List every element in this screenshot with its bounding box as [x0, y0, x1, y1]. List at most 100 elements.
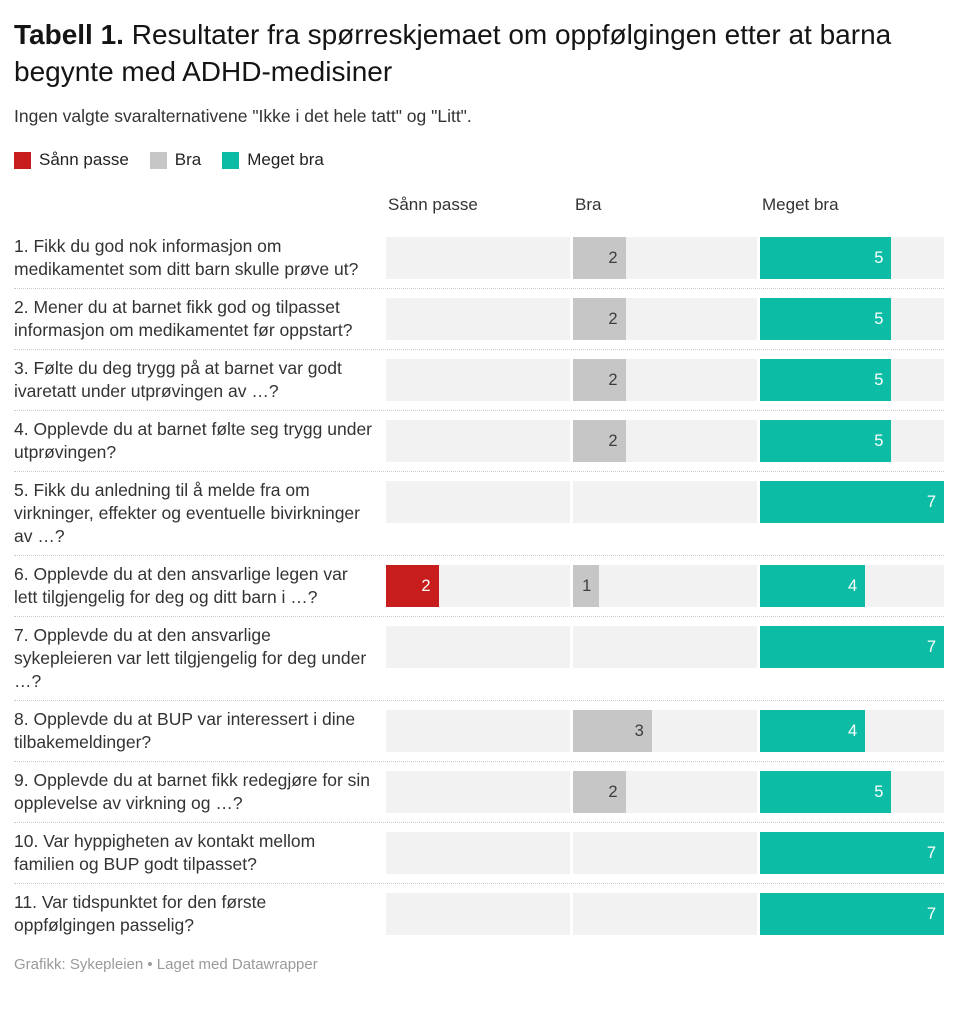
bar-segment: 3	[573, 710, 652, 752]
bar-value-label: 2	[608, 370, 618, 389]
bar-track: 7	[760, 893, 944, 935]
bar-segment: 5	[760, 298, 892, 340]
bar-value-label: 2	[608, 248, 618, 267]
bar-track: 2	[573, 420, 757, 462]
bar-track	[573, 626, 757, 668]
legend-label: Meget bra	[247, 150, 324, 169]
bar-segment: 2	[386, 565, 439, 607]
table-row: 10. Var hyppigheten av kontakt mellom fa…	[14, 822, 944, 883]
bar-track	[573, 832, 757, 874]
question-label: 1. Fikk du god nok informasjon om medika…	[14, 236, 359, 279]
bar-value-label: 5	[874, 309, 884, 328]
bar-segment: 4	[760, 710, 866, 752]
bar-track: 2	[573, 359, 757, 401]
bar-track: 5	[760, 298, 944, 340]
bar-track	[573, 481, 757, 523]
table-row: 7. Opplevde du at den ansvarlige sykeple…	[14, 616, 944, 700]
bar-segment: 5	[760, 771, 892, 813]
legend-swatch-icon	[14, 151, 31, 169]
legend: Sånn passe Bra Meget bra	[14, 150, 944, 170]
bar-track: 5	[760, 771, 944, 813]
bar-track: 2	[386, 565, 570, 607]
bar-value-label: 2	[608, 431, 618, 450]
bar-value-label: 2	[608, 309, 618, 328]
table-row: 1. Fikk du god nok informasjon om medika…	[14, 228, 944, 288]
table-row: 2. Mener du at barnet fikk god og tilpas…	[14, 288, 944, 349]
chart-subtitle: Ingen valgte svaralternativene "Ikke i d…	[14, 106, 472, 126]
bar-segment: 7	[760, 481, 944, 523]
bar-track	[386, 626, 570, 668]
table-row: 9. Opplevde du at barnet fikk redegjøre …	[14, 761, 944, 822]
bar-value-label: 7	[926, 843, 936, 862]
bar-value-label: 7	[926, 637, 936, 656]
bar-track: 5	[760, 359, 944, 401]
bar-track: 4	[760, 565, 944, 607]
bar-value-label: 7	[926, 904, 936, 923]
bar-segment: 1	[573, 565, 600, 607]
bar-track: 2	[573, 771, 757, 813]
bar-track: 7	[760, 626, 944, 668]
column-header: Sånn passe	[388, 195, 478, 214]
bar-track	[386, 298, 570, 340]
column-header: Bra	[575, 195, 602, 214]
bar-segment: 4	[760, 565, 866, 607]
bar-track: 5	[760, 237, 944, 279]
bar-segment: 2	[573, 420, 626, 462]
bar-track	[386, 710, 570, 752]
bar-track	[573, 893, 757, 935]
table-row: 6. Opplevde du at den ansvarlige legen v…	[14, 555, 944, 616]
bar-value-label: 5	[874, 782, 884, 801]
bar-cells: 2 1 4	[386, 565, 944, 607]
table-row: 11. Var tidspunktet for den første oppfø…	[14, 883, 944, 944]
bar-segment: 2	[573, 237, 626, 279]
page-title: Tabell 1. Resultater fra spørreskjemaet …	[14, 16, 934, 90]
bar-value-label: 7	[926, 492, 936, 511]
bar-track	[386, 771, 570, 813]
bar-cells: 7	[386, 481, 944, 523]
bar-value-label: 5	[874, 248, 884, 267]
page: Tabell 1. Resultater fra spørreskjemaet …	[14, 16, 944, 973]
chart: Sånn passe Bra Meget bra 1. Fikk du god no…	[14, 195, 944, 944]
bar-track: 2	[573, 237, 757, 279]
bar-value-label: 4	[847, 721, 858, 740]
bar-track: 3	[573, 710, 757, 752]
question-label: 5. Fikk du anledning til å melde fra om …	[14, 480, 360, 546]
question-label: 8. Opplevde du at BUP var interessert i …	[14, 709, 356, 752]
bar-segment: 7	[760, 893, 944, 935]
question-label: 6. Opplevde du at den ansvarlige legen v…	[14, 564, 348, 607]
bar-segment: 5	[760, 237, 892, 279]
column-headers: Sånn passe Bra Meget bra	[386, 195, 944, 228]
question-label: 10. Var hyppigheten av kontakt mellom fa…	[14, 831, 316, 874]
bar-track: 2	[573, 298, 757, 340]
bar-segment: 2	[573, 771, 626, 813]
table-row: 3. Følte du deg trygg på at barnet var g…	[14, 349, 944, 410]
bar-value-label: 2	[608, 782, 618, 801]
bar-track: 7	[760, 832, 944, 874]
bar-track	[386, 237, 570, 279]
bar-value-label: 3	[634, 721, 644, 740]
legend-item: Bra	[149, 150, 202, 170]
column-header: Meget bra	[762, 195, 839, 214]
bar-segment: 7	[760, 626, 944, 668]
title-text: Resultater fra spørreskjemaet om oppfølg…	[14, 19, 892, 87]
bar-track	[386, 481, 570, 523]
legend-label: Bra	[174, 150, 202, 169]
table-row: 5. Fikk du anledning til å melde fra om …	[14, 471, 944, 555]
question-label: 4. Opplevde du at barnet følte seg trygg…	[14, 419, 372, 462]
bar-segment: 5	[760, 420, 892, 462]
bar-track	[386, 832, 570, 874]
question-label: 2. Mener du at barnet fikk god og tilpas…	[14, 297, 353, 340]
table-row: 4. Opplevde du at barnet følte seg trygg…	[14, 410, 944, 471]
question-label: 3. Følte du deg trygg på at barnet var g…	[14, 358, 342, 401]
question-label: 9. Opplevde du at barnet fikk redegjøre …	[14, 770, 371, 813]
bar-track: 1	[573, 565, 757, 607]
bar-segment: 7	[760, 832, 944, 874]
bar-cells: 7	[386, 893, 944, 935]
legend-label: Sånn passe	[39, 150, 129, 169]
